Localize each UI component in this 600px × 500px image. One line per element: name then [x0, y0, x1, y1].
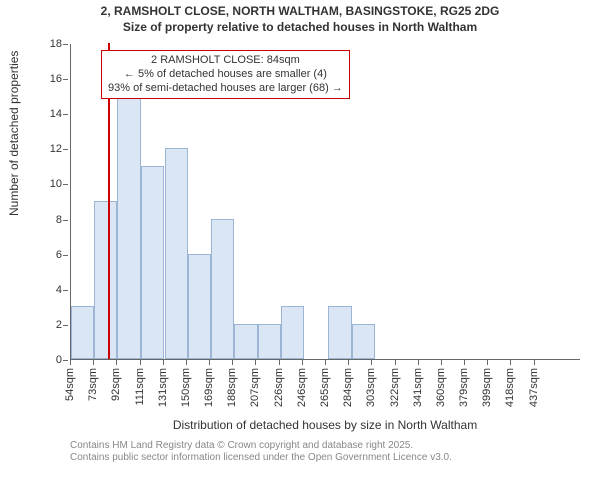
callout-line: ← 5% of detached houses are smaller (4)	[108, 68, 343, 82]
y-tick-mark	[63, 114, 68, 115]
y-tick-mark	[63, 44, 68, 45]
x-tick-mark	[255, 360, 256, 365]
credits-line-2: Contains public sector information licen…	[70, 452, 452, 464]
y-tick: 12	[0, 143, 62, 155]
y-tick-label: 14	[50, 108, 62, 120]
y-tick: 14	[0, 108, 62, 120]
x-tick-mark	[464, 360, 465, 365]
x-tick-label: 322sqm	[389, 368, 401, 407]
x-tick-mark	[116, 360, 117, 365]
x-tick-mark	[371, 360, 372, 365]
x-tick-label: 379sqm	[458, 368, 470, 407]
y-tick-label: 16	[50, 73, 62, 85]
x-tick-mark	[534, 360, 535, 365]
y-tick: 6	[0, 249, 62, 261]
histogram-bar	[188, 254, 211, 359]
y-tick: 0	[0, 354, 62, 366]
x-tick-mark	[140, 360, 141, 365]
x-tick-label: 303sqm	[365, 368, 377, 407]
y-tick-label: 10	[50, 178, 62, 190]
x-tick-label: 207sqm	[249, 368, 261, 407]
x-tick-label: 226sqm	[273, 368, 285, 407]
y-tick-mark	[63, 325, 68, 326]
x-tick-label: 131sqm	[157, 368, 169, 407]
x-tick-mark	[70, 360, 71, 365]
y-tick-mark	[63, 255, 68, 256]
x-tick-mark	[302, 360, 303, 365]
x-tick-mark	[441, 360, 442, 365]
title-line-1: 2, RAMSHOLT CLOSE, NORTH WALTHAM, BASING…	[0, 4, 600, 20]
x-tick-label: 111sqm	[134, 368, 146, 406]
histogram-bar	[352, 324, 375, 359]
y-tick: 10	[0, 178, 62, 190]
chart-container: 2, RAMSHOLT CLOSE, NORTH WALTHAM, BASING…	[0, 0, 600, 500]
callout-line: 2 RAMSHOLT CLOSE: 84sqm	[108, 54, 343, 68]
x-tick-mark	[348, 360, 349, 365]
x-tick-mark	[418, 360, 419, 365]
y-tick: 8	[0, 214, 62, 226]
x-tick-mark	[395, 360, 396, 365]
x-tick-label: 284sqm	[342, 368, 354, 407]
y-tick-mark	[63, 184, 68, 185]
credits-line-1: Contains HM Land Registry data © Crown c…	[70, 440, 452, 452]
y-tick: 18	[0, 38, 62, 50]
x-tick-label: 92sqm	[110, 368, 122, 401]
plot-area: 2 RAMSHOLT CLOSE: 84sqm← 5% of detached …	[70, 44, 580, 360]
y-tick-label: 0	[56, 354, 62, 366]
histogram-bar	[117, 96, 140, 359]
x-tick-label: 188sqm	[226, 368, 238, 407]
x-tick-label: 437sqm	[528, 368, 540, 407]
x-tick-mark	[163, 360, 164, 365]
histogram-bar	[281, 306, 304, 359]
histogram-bar	[141, 166, 164, 359]
credits-block: Contains HM Land Registry data © Crown c…	[70, 440, 452, 464]
x-tick-label: 54sqm	[64, 368, 76, 401]
x-tick-label: 418sqm	[504, 368, 516, 407]
title-line-2: Size of property relative to detached ho…	[0, 20, 600, 36]
y-tick: 4	[0, 284, 62, 296]
y-tick-label: 12	[50, 143, 62, 155]
x-tick-label: 399sqm	[481, 368, 493, 407]
x-tick-label: 73sqm	[87, 368, 99, 401]
y-tick-mark	[63, 290, 68, 291]
x-tick-label: 265sqm	[319, 368, 331, 407]
x-tick-label: 150sqm	[180, 368, 192, 407]
y-tick-mark	[63, 360, 68, 361]
y-tick-label: 4	[56, 284, 62, 296]
histogram-bar	[234, 324, 257, 359]
y-tick: 16	[0, 73, 62, 85]
title-block: 2, RAMSHOLT CLOSE, NORTH WALTHAM, BASING…	[0, 0, 600, 35]
x-tick-mark	[186, 360, 187, 365]
y-tick-label: 8	[56, 214, 62, 226]
callout-box: 2 RAMSHOLT CLOSE: 84sqm← 5% of detached …	[101, 50, 350, 99]
y-tick-mark	[63, 149, 68, 150]
x-tick-label: 246sqm	[296, 368, 308, 407]
x-tick-label: 360sqm	[435, 368, 447, 407]
x-tick-mark	[232, 360, 233, 365]
x-tick-mark	[93, 360, 94, 365]
y-tick-label: 18	[50, 38, 62, 50]
y-tick-mark	[63, 79, 68, 80]
y-tick: 2	[0, 319, 62, 331]
x-tick-mark	[209, 360, 210, 365]
y-tick-mark	[63, 220, 68, 221]
x-tick-mark	[325, 360, 326, 365]
histogram-bar	[165, 148, 188, 359]
x-tick-label: 341sqm	[412, 368, 424, 407]
x-tick-mark	[487, 360, 488, 365]
histogram-bar	[211, 219, 234, 359]
x-tick-mark	[279, 360, 280, 365]
histogram-bar	[258, 324, 281, 359]
x-tick-mark	[510, 360, 511, 365]
callout-line: 93% of semi-detached houses are larger (…	[108, 82, 343, 96]
y-tick-label: 2	[56, 319, 62, 331]
histogram-bar	[328, 306, 351, 359]
x-axis-label: Distribution of detached houses by size …	[70, 418, 580, 432]
x-tick-label: 169sqm	[203, 368, 215, 407]
y-tick-label: 6	[56, 249, 62, 261]
histogram-bar	[71, 306, 94, 359]
histogram-bar	[94, 201, 117, 359]
